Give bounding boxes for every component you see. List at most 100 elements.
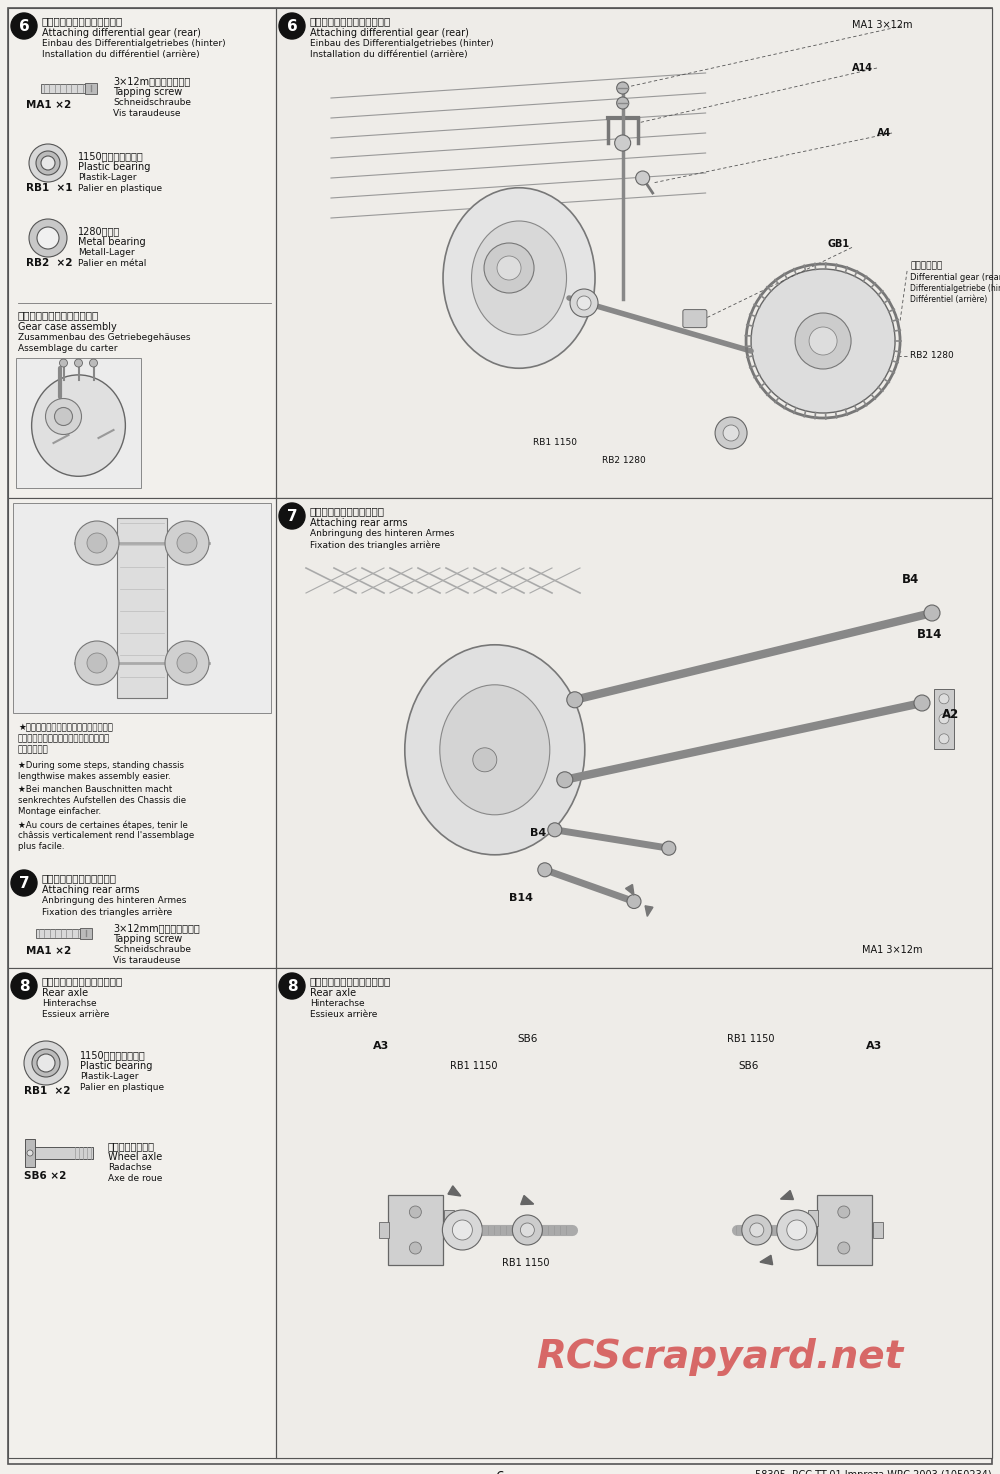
- Polygon shape: [626, 884, 634, 895]
- FancyBboxPatch shape: [934, 688, 954, 749]
- FancyBboxPatch shape: [444, 1210, 454, 1226]
- Text: Differential gear (rear): Differential gear (rear): [910, 273, 1000, 282]
- Ellipse shape: [32, 374, 125, 476]
- Circle shape: [520, 1223, 534, 1237]
- Text: B14: B14: [917, 628, 942, 641]
- Text: Fixation des triangles arrière: Fixation des triangles arrière: [310, 539, 440, 550]
- Circle shape: [548, 822, 562, 837]
- FancyBboxPatch shape: [33, 1147, 93, 1159]
- Circle shape: [29, 144, 67, 181]
- Text: 7: 7: [287, 509, 297, 523]
- Text: Rear axle: Rear axle: [42, 988, 88, 998]
- Circle shape: [939, 694, 949, 703]
- FancyBboxPatch shape: [117, 517, 167, 699]
- Text: Wheel axle: Wheel axle: [108, 1153, 162, 1162]
- Text: RB1 1150: RB1 1150: [727, 1033, 774, 1044]
- FancyBboxPatch shape: [8, 7, 992, 498]
- Circle shape: [538, 862, 552, 877]
- Circle shape: [452, 1220, 472, 1240]
- Text: Essieux arrière: Essieux arrière: [42, 1010, 109, 1019]
- Circle shape: [11, 870, 37, 896]
- Text: Montage einfacher.: Montage einfacher.: [18, 806, 101, 817]
- Circle shape: [557, 772, 573, 787]
- Circle shape: [46, 398, 82, 435]
- Circle shape: [87, 653, 107, 674]
- Text: Plastik-Lager: Plastik-Lager: [78, 172, 136, 181]
- Text: やすいです。: やすいです。: [18, 744, 49, 755]
- Circle shape: [723, 425, 739, 441]
- Text: 《リアテフギヤの取り付け》: 《リアテフギヤの取り付け》: [310, 16, 391, 27]
- Text: 《リアアームの取り付け》: 《リアアームの取り付け》: [310, 506, 385, 516]
- FancyBboxPatch shape: [808, 1210, 818, 1226]
- Text: Plastik-Lager: Plastik-Lager: [80, 1072, 138, 1080]
- Text: RB2 1280: RB2 1280: [910, 351, 954, 360]
- FancyBboxPatch shape: [388, 1195, 443, 1265]
- Text: Attaching rear arms: Attaching rear arms: [310, 517, 408, 528]
- Circle shape: [11, 13, 37, 38]
- Text: Installation du différentiel (arrière): Installation du différentiel (arrière): [310, 50, 468, 59]
- Circle shape: [512, 1215, 542, 1246]
- Text: 1150プラベアリング: 1150プラベアリング: [80, 1049, 146, 1060]
- Text: Anbringung des hinteren Armes: Anbringung des hinteren Armes: [42, 896, 186, 905]
- Circle shape: [939, 713, 949, 724]
- Text: 7: 7: [19, 876, 29, 890]
- Text: 1280メタル: 1280メタル: [78, 226, 120, 236]
- Text: 《リアテフギヤの取り付け》: 《リアテフギヤの取り付け》: [42, 16, 123, 27]
- Circle shape: [567, 691, 583, 708]
- Circle shape: [751, 268, 895, 413]
- Text: Essieux arrière: Essieux arrière: [310, 1010, 377, 1019]
- FancyBboxPatch shape: [8, 968, 992, 1458]
- FancyBboxPatch shape: [683, 310, 707, 327]
- Text: RB1  ×1: RB1 ×1: [26, 183, 72, 193]
- Text: RB2  ×2: RB2 ×2: [26, 258, 72, 268]
- Circle shape: [409, 1206, 421, 1218]
- Text: Anbringung des hinteren Armes: Anbringung des hinteren Armes: [310, 529, 454, 538]
- Text: 8: 8: [19, 979, 29, 993]
- Text: ホイールアクスル: ホイールアクスル: [108, 1141, 155, 1151]
- Text: Fixation des triangles arrière: Fixation des triangles arrière: [42, 907, 172, 917]
- FancyBboxPatch shape: [276, 968, 992, 1458]
- FancyBboxPatch shape: [276, 7, 992, 498]
- Circle shape: [627, 895, 641, 908]
- Circle shape: [54, 407, 72, 426]
- Text: ★アームやギヤを取り付ける際は図のよ: ★アームやギヤを取り付ける際は図のよ: [18, 724, 113, 733]
- Circle shape: [615, 136, 631, 150]
- Text: Palier en métal: Palier en métal: [78, 259, 146, 268]
- FancyBboxPatch shape: [817, 1195, 872, 1265]
- Circle shape: [750, 1223, 764, 1237]
- Circle shape: [177, 534, 197, 553]
- Text: 1150プラベアリング: 1150プラベアリング: [78, 150, 144, 161]
- Text: Radachse: Radachse: [108, 1163, 152, 1172]
- Circle shape: [90, 360, 98, 367]
- Circle shape: [484, 243, 534, 293]
- Circle shape: [497, 256, 521, 280]
- Text: senkrechtes Aufstellen des Chassis die: senkrechtes Aufstellen des Chassis die: [18, 796, 186, 805]
- Text: Plastic bearing: Plastic bearing: [80, 1061, 152, 1072]
- Circle shape: [36, 150, 60, 175]
- Text: ★Au cours de certaines étapes, tenir le: ★Au cours de certaines étapes, tenir le: [18, 820, 188, 830]
- Text: RB1  ×2: RB1 ×2: [24, 1086, 70, 1097]
- Text: 《リアアクスルの組み立て》: 《リアアクスルの組み立て》: [42, 976, 123, 986]
- FancyBboxPatch shape: [25, 1139, 35, 1167]
- Circle shape: [177, 653, 197, 674]
- Text: Tapping screw: Tapping screw: [113, 935, 182, 943]
- Text: Palier en plastique: Palier en plastique: [80, 1083, 164, 1092]
- Circle shape: [24, 1041, 68, 1085]
- Text: A14: A14: [852, 63, 873, 74]
- Text: MA1 3×12m: MA1 3×12m: [852, 21, 912, 29]
- Text: 3×12mタッピングビス: 3×12mタッピングビス: [113, 77, 190, 85]
- Text: châssis verticalement rend l'assemblage: châssis verticalement rend l'assemblage: [18, 831, 194, 840]
- Ellipse shape: [472, 221, 567, 335]
- Text: Zusammenbau des Getriebegehäuses: Zusammenbau des Getriebegehäuses: [18, 333, 190, 342]
- Circle shape: [777, 1210, 817, 1250]
- Circle shape: [279, 13, 305, 38]
- Circle shape: [838, 1243, 850, 1254]
- Circle shape: [87, 534, 107, 553]
- Text: 3×12mmタッピングビス: 3×12mmタッピングビス: [113, 923, 200, 933]
- Text: Palier en plastique: Palier en plastique: [78, 184, 162, 193]
- Text: SB6: SB6: [739, 1061, 759, 1072]
- Polygon shape: [521, 1195, 534, 1204]
- Text: MA1 ×2: MA1 ×2: [26, 946, 71, 957]
- Text: 6: 6: [287, 19, 297, 34]
- Circle shape: [75, 641, 119, 685]
